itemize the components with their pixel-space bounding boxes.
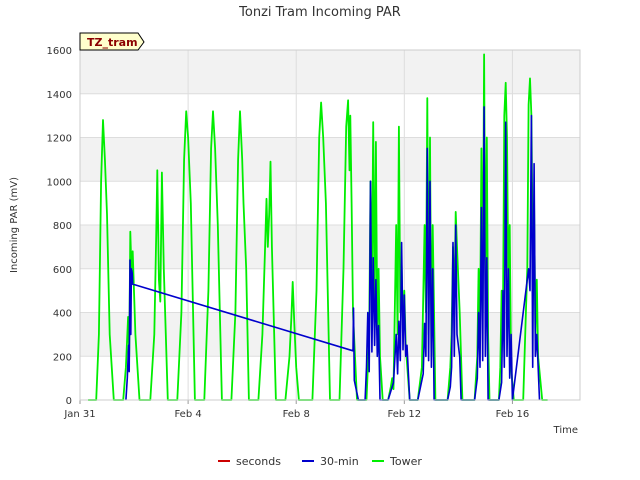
x-tick-label: Feb 4	[174, 409, 201, 420]
y-tick-label: 200	[53, 352, 72, 363]
station-tag-label: TZ_tram	[87, 36, 138, 49]
legend: seconds 30-min Tower	[218, 455, 422, 468]
x-tick-label: Jan 31	[63, 409, 95, 420]
plot-background	[80, 50, 580, 357]
y-tick-label: 1200	[47, 134, 72, 145]
y-tick-label: 800	[53, 221, 72, 232]
station-tag: TZ_tram	[79, 32, 145, 51]
plot-border	[79, 49, 581, 401]
legend-label-tower: Tower	[389, 455, 422, 468]
y-tick-label: 600	[53, 265, 72, 276]
y-tick-label: 1600	[47, 46, 72, 57]
chart-title: Tonzi Tram Incoming PAR	[238, 5, 401, 20]
x-axis-label: Time	[553, 425, 578, 436]
x-axis-ticks: Jan 31 Feb 4 Feb 8 Feb 12 Feb 16	[63, 400, 529, 420]
x-tick-label: Feb 12	[388, 409, 422, 420]
plot-band	[80, 137, 580, 182]
x-tick-label: Feb 16	[496, 409, 530, 420]
station-tag-box	[79, 32, 145, 51]
y-axis-label: Incoming PAR (mV)	[9, 177, 20, 273]
legend-label-seconds: seconds	[236, 455, 281, 468]
series-line-30-min	[125, 106, 541, 401]
y-tick-label: 1400	[47, 90, 72, 101]
y-tick-label: 1000	[47, 177, 72, 188]
legend-label-30-min: 30-min	[320, 455, 359, 468]
y-tick-label: 400	[53, 309, 72, 320]
plot-band	[80, 312, 580, 357]
y-axis-ticks: 0 200 400 600 800 1000 1200 1400 1600	[47, 46, 72, 407]
y-tick-label: 0	[66, 396, 72, 407]
x-tick-label: Feb 8	[283, 409, 310, 420]
plot-band	[80, 50, 580, 94]
